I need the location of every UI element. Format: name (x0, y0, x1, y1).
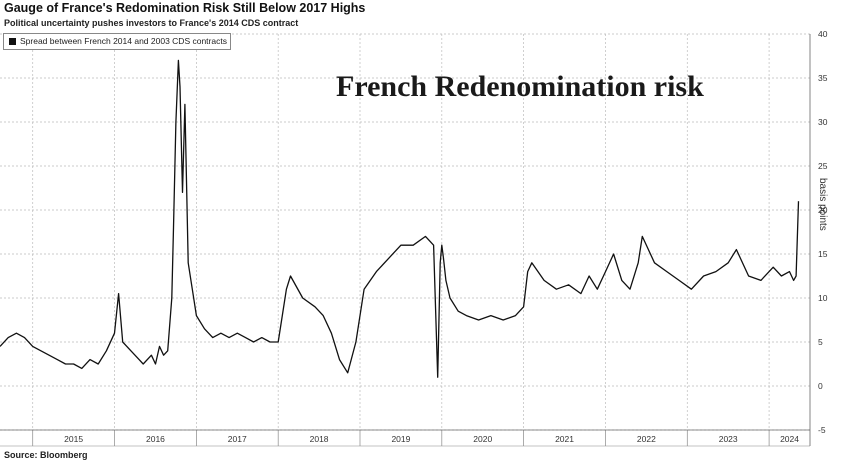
x-tick-label: 2017 (228, 434, 247, 444)
x-tick-label: 2024 (780, 434, 799, 444)
y-tick-label: -5 (818, 425, 826, 435)
y-tick-label: 0 (818, 381, 823, 391)
x-tick-label: 2019 (391, 434, 410, 444)
y-tick-label: 20 (818, 205, 828, 215)
legend-entry: Spread between French 2014 and 2003 CDS … (20, 36, 227, 46)
x-tick-label: 2018 (310, 434, 329, 444)
legend-swatch (9, 38, 16, 45)
y-tick-label: 5 (818, 337, 823, 347)
y-axis-label: basis points (817, 178, 828, 231)
source-note: Source: Bloomberg (4, 450, 88, 460)
x-tick-label: 2015 (64, 434, 83, 444)
y-tick-label: 25 (818, 161, 828, 171)
legend: Spread between French 2014 and 2003 CDS … (3, 33, 231, 50)
series-layer (0, 59, 800, 378)
y-tick-label: 15 (818, 249, 828, 259)
y-axis: -5 0 5 10 15 20 25 30 35 40 (809, 29, 828, 446)
x-tick-label: 2022 (637, 434, 656, 444)
chart-title: Gauge of France's Redomination Risk Stil… (4, 1, 366, 15)
y-tick-label: 10 (818, 293, 828, 303)
series-line-0 (0, 59, 800, 378)
x-tick-label: 2021 (555, 434, 574, 444)
chart-annotation: French Redenomination risk (336, 70, 704, 103)
x-tick-label: 2016 (146, 434, 165, 444)
y-tick-label: 30 (818, 117, 828, 127)
x-tick-label: 2020 (473, 434, 492, 444)
y-tick-label: 40 (818, 29, 828, 39)
x-axis: 2015 2016 2017 2018 2019 2020 2021 2022 2023 2024 (0, 429, 810, 447)
chart-subtitle: Political uncertainty pushes investors t… (4, 18, 299, 28)
x-tick-label: 2023 (719, 434, 738, 444)
y-tick-label: 35 (818, 73, 828, 83)
